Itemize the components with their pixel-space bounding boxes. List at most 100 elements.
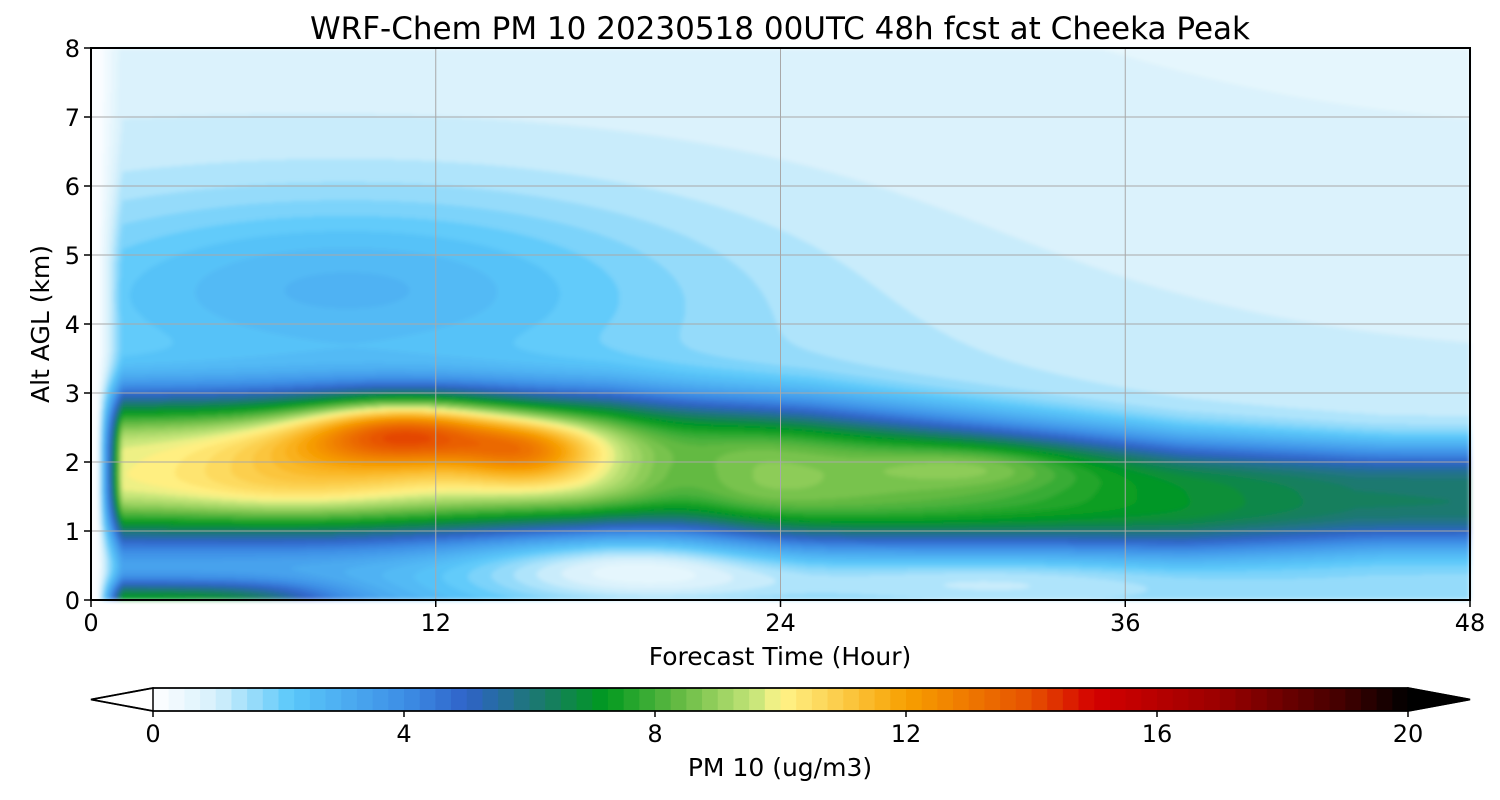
chart-title: WRF-Chem PM 10 20230518 00UTC 48h fcst a… — [310, 11, 1250, 47]
colorbar-level-53 — [984, 688, 1001, 711]
grid — [91, 48, 1470, 600]
x-tick-label-1: 12 — [420, 609, 451, 637]
colorbar-level-0 — [153, 688, 170, 711]
colorbar-level-60 — [1094, 688, 1111, 711]
colorbar-level-70 — [1251, 688, 1268, 711]
colorbar-tick-label-5: 20 — [1393, 720, 1424, 748]
colorbar-level-55 — [1015, 688, 1033, 711]
y-axis-title: Alt AGL (km) — [26, 245, 55, 403]
colorbar-label: PM 10 (ug/m3) — [688, 753, 872, 782]
colorbar-level-11 — [325, 688, 342, 711]
colorbar-level-35 — [702, 688, 719, 711]
colorbar-level-41 — [796, 688, 813, 711]
colorbar-level-28 — [592, 688, 609, 711]
colorbar-level-44 — [843, 688, 860, 711]
colorbar-level-16 — [404, 688, 421, 711]
colorbar-level-14 — [372, 688, 389, 711]
colorbar-level-31 — [639, 688, 656, 711]
colorbar-level-71 — [1266, 688, 1284, 711]
colorbar-level-6 — [247, 688, 264, 711]
colorbar-level-3 — [200, 688, 217, 711]
colorbar-level-10 — [309, 688, 327, 711]
colorbar-level-74 — [1313, 688, 1331, 711]
colorbar-level-78 — [1376, 688, 1393, 711]
colorbar-level-36 — [717, 688, 735, 711]
y-tick-label-7: 7 — [65, 104, 80, 132]
x-tick-label-4: 48 — [1455, 609, 1486, 637]
y-tick-label-1: 1 — [65, 518, 80, 546]
colorbar-level-26 — [560, 688, 578, 711]
colorbar-level-57 — [1047, 688, 1064, 711]
colorbar-level-51 — [953, 688, 970, 711]
colorbar-tick-label-0: 0 — [145, 720, 160, 748]
colorbar-level-22 — [498, 688, 515, 711]
colorbar-level-29 — [607, 688, 625, 711]
x-tick-label-3: 36 — [1110, 609, 1141, 637]
colorbar-level-17 — [419, 688, 436, 711]
colorbar-level-56 — [1031, 688, 1048, 711]
colorbar-level-20 — [466, 688, 484, 711]
colorbar-level-59 — [1078, 688, 1095, 711]
colorbar-level-69 — [1235, 688, 1252, 711]
colorbar-level-54 — [1000, 688, 1017, 711]
y-tick-label-0: 0 — [65, 587, 80, 615]
colorbar-level-75 — [1329, 688, 1346, 711]
colorbar-level-15 — [388, 688, 405, 711]
colorbar-level-76 — [1345, 688, 1362, 711]
colorbar-level-47 — [890, 688, 907, 711]
y-tick-label-4: 4 — [65, 311, 80, 339]
colorbar-tick-label-3: 12 — [891, 720, 922, 748]
colorbar-level-25 — [545, 688, 562, 711]
colorbar-level-79 — [1392, 688, 1409, 711]
colorbar-level-48 — [906, 688, 923, 711]
colorbar-level-65 — [1172, 688, 1189, 711]
colorbar-extend-low — [90, 687, 154, 712]
colorbar-level-30 — [623, 688, 640, 711]
x-axis-title: Forecast Time (Hour) — [649, 642, 912, 671]
colorbar-level-9 — [294, 688, 311, 711]
colorbar-level-68 — [1219, 688, 1237, 711]
colorbar-tick-label-2: 8 — [647, 720, 662, 748]
colorbar-level-8 — [278, 688, 295, 711]
colorbar-level-12 — [341, 688, 358, 711]
colorbar-tick-label-4: 16 — [1142, 720, 1173, 748]
colorbar-level-23 — [513, 688, 531, 711]
colorbar-level-45 — [858, 688, 876, 711]
y-tick-label-3: 3 — [65, 380, 80, 408]
colorbar-level-62 — [1125, 688, 1142, 711]
colorbar-level-61 — [1109, 688, 1127, 711]
colorbar-level-63 — [1141, 688, 1158, 711]
colorbar-level-19 — [451, 688, 468, 711]
y-tick-label-2: 2 — [65, 449, 80, 477]
colorbar-level-21 — [482, 688, 499, 711]
colorbar-level-4 — [215, 688, 233, 711]
colorbar-level-13 — [356, 688, 374, 711]
colorbar-level-64 — [1157, 688, 1174, 711]
colorbar-level-46 — [874, 688, 891, 711]
colorbar-level-50 — [937, 688, 954, 711]
colorbar-level-1 — [168, 688, 185, 711]
colorbar: 0 4 8 12 16 20 — [90, 687, 1471, 748]
colorbar-level-38 — [749, 688, 766, 711]
colorbar-level-49 — [921, 688, 938, 711]
colorbar-extend-high — [1407, 687, 1471, 712]
y-tick-label-8: 8 — [65, 35, 80, 63]
colorbar-level-33 — [670, 688, 687, 711]
colorbar-level-73 — [1298, 688, 1315, 711]
y-axis: 0 1 2 3 4 5 6 7 8 — [65, 35, 91, 615]
colorbar-level-37 — [733, 688, 750, 711]
colorbar-level-52 — [968, 688, 986, 711]
colorbar-level-32 — [655, 688, 672, 711]
colorbar-level-5 — [231, 688, 248, 711]
y-tick-label-6: 6 — [65, 173, 80, 201]
colorbar-level-18 — [435, 688, 452, 711]
colorbar-level-34 — [686, 688, 703, 711]
x-tick-label-2: 24 — [765, 609, 796, 637]
colorbar-level-42 — [811, 688, 829, 711]
colorbar-level-24 — [529, 688, 546, 711]
colorbar-level-7 — [262, 688, 280, 711]
x-tick-label-0: 0 — [83, 609, 98, 637]
colorbar-level-67 — [1204, 688, 1221, 711]
